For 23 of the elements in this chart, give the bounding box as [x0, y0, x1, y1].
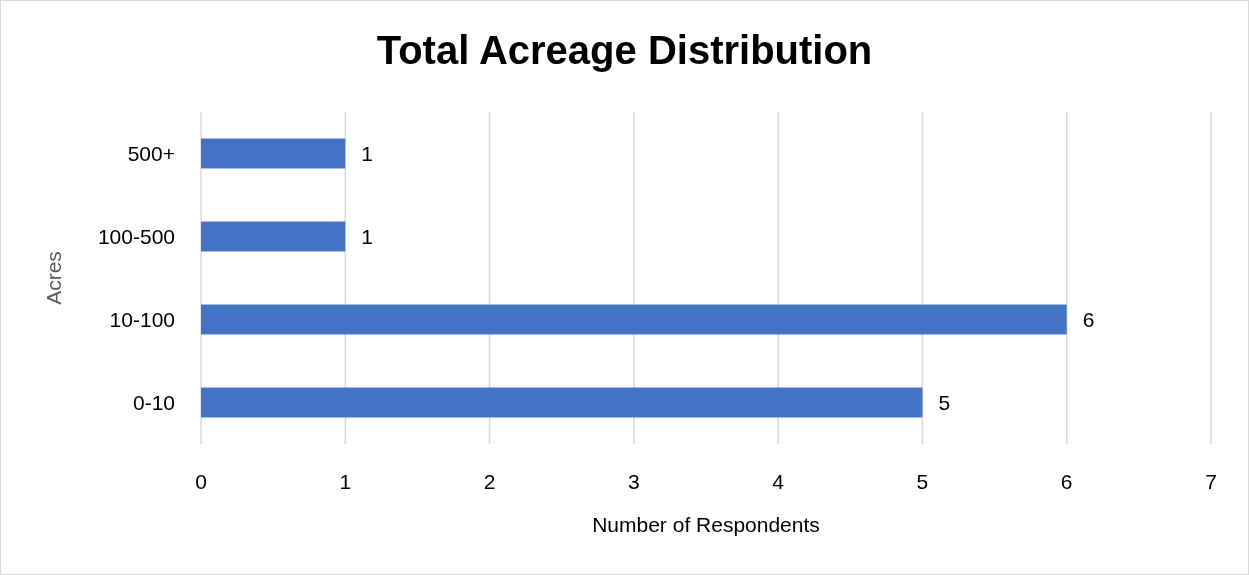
bar	[201, 138, 346, 169]
x-tick-label: 0	[195, 470, 207, 494]
bar	[201, 304, 1067, 335]
x-axis-title: Number of Respondents	[592, 513, 820, 537]
x-tick-label: 4	[772, 470, 785, 494]
x-tick-label: 5	[916, 470, 929, 494]
y-tick-label: 100-500	[97, 224, 175, 248]
bar	[201, 387, 923, 418]
x-tick-label: 7	[1205, 470, 1217, 494]
x-tick-label: 2	[483, 470, 496, 494]
x-tick-label: 3	[628, 470, 640, 494]
data-label: 1	[361, 141, 373, 165]
y-axis-title: Acres	[42, 251, 66, 305]
data-label: 5	[938, 390, 951, 414]
y-tick-label: 500+	[127, 141, 175, 165]
data-label: 1	[361, 224, 373, 248]
x-tick-label: 1	[339, 470, 352, 494]
y-tick-label: 10-100	[109, 307, 175, 331]
bar	[201, 221, 346, 252]
x-tick-label: 6	[1060, 470, 1073, 494]
y-tick-label: 0-10	[132, 390, 175, 414]
data-label: 6	[1082, 307, 1095, 331]
chart-title: Total Acreage Distribution	[376, 28, 873, 72]
